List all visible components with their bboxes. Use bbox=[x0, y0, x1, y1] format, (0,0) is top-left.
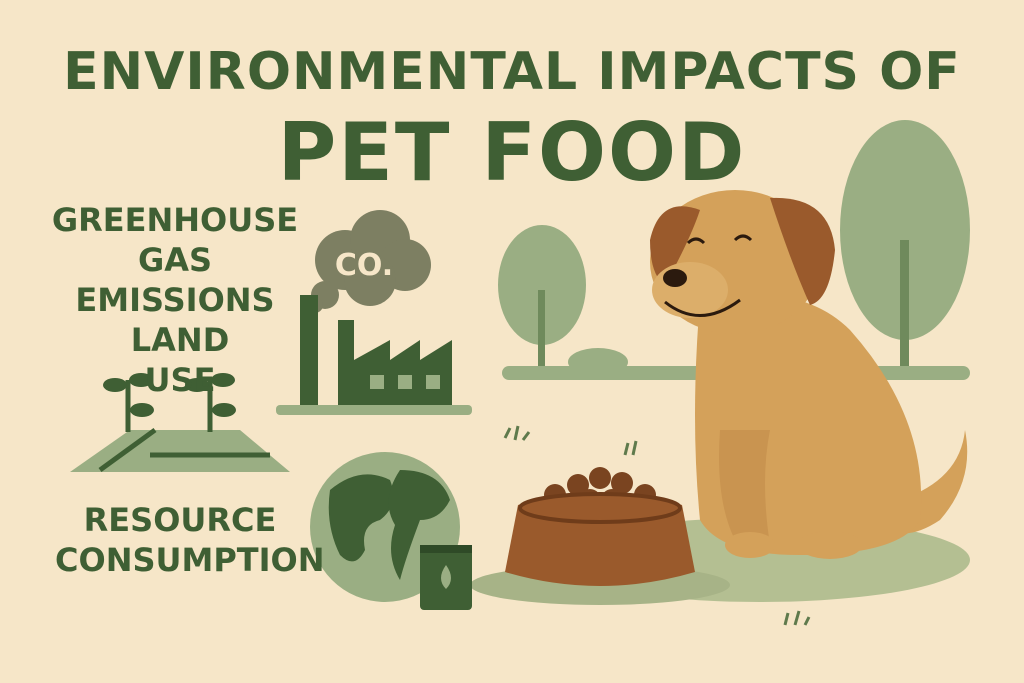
resource-label-line2: CONSUMPTION bbox=[55, 541, 325, 579]
resource-label-line1: RESOURCE bbox=[83, 501, 277, 539]
factory-icon bbox=[276, 295, 472, 415]
dog-illustration bbox=[650, 190, 968, 559]
page-title-line2: PET FOOD bbox=[277, 106, 747, 199]
greenhouse-label-line2: GAS EMISSIONS bbox=[75, 241, 275, 319]
greenhouse-label-line1: GREENHOUSE bbox=[51, 201, 299, 239]
smoke-cloud-icon: CO. bbox=[307, 210, 431, 313]
food-bowl-icon bbox=[505, 467, 695, 586]
tree-icon bbox=[840, 120, 970, 368]
land-use-label: LAND USE bbox=[130, 321, 230, 399]
resource-consumption-label: RESOURCE CONSUMPTION bbox=[55, 500, 325, 580]
sprout-field-icon bbox=[70, 373, 290, 473]
co2-text: CO. bbox=[335, 248, 393, 283]
page-title-line1: ENVIRONMENTAL IMPACTS OF bbox=[63, 42, 961, 102]
tree-icon bbox=[498, 225, 586, 368]
fuel-can-icon bbox=[420, 545, 472, 610]
greenhouse-label: GREENHOUSE GAS EMISSIONS bbox=[50, 200, 300, 320]
